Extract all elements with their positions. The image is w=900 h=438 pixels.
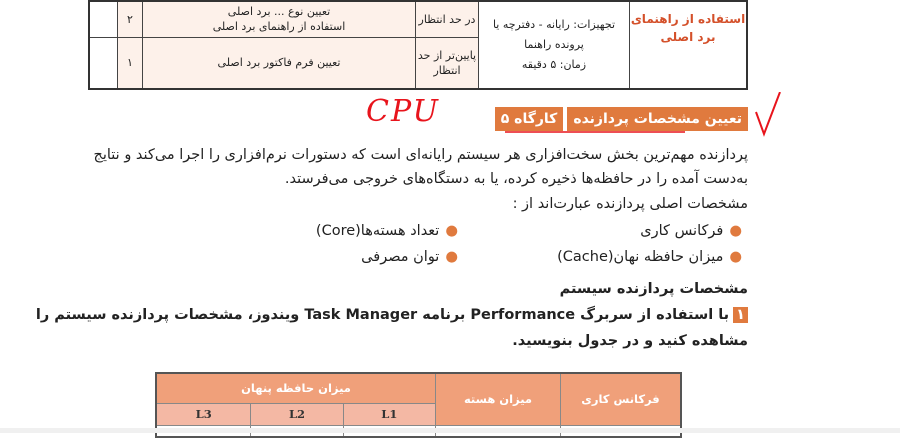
level-cell: پایین‌تر از حد انتظار [415, 36, 479, 90]
task-line: ۱با استفاده از سربرگ Performance برنامه … [36, 306, 748, 324]
empty-cell [88, 36, 118, 90]
checkmark-icon [755, 92, 781, 137]
header-frequency: فرکانس کاری [560, 372, 682, 426]
workshop-title: تعیین مشخصات پردازنده [567, 107, 748, 131]
bullet-text: توان مصرفی [361, 249, 440, 265]
bullet-icon: ● [445, 223, 458, 239]
bullet-icon: ● [729, 223, 742, 239]
paragraph-line: به‌دست آمده را در حافظه‌ها ذخیره کرده، ی… [284, 171, 748, 187]
score-cell: ۱ [117, 36, 143, 90]
header-l2: L2 [250, 402, 344, 426]
paragraph-line: مشخصات اصلی پردازنده عبارت‌اند از : [512, 196, 748, 212]
task-cell: تعیین نوع ... برد اصلی استفاده از راهنمای… [142, 0, 416, 38]
bullet-text: فرکانس کاری [640, 223, 724, 239]
score-cell: ۲ [117, 0, 143, 38]
header-l1: L1 [342, 402, 437, 426]
assessment-table: استفاده از راهنمای برد اصلی تجهیزات: رای… [88, 0, 748, 90]
competency-label: استفاده از راهنمای برد اصلی [629, 0, 748, 90]
level-cell: در حد انتظار [415, 0, 479, 38]
bullet-item: ● فرکانس کاری [640, 222, 742, 240]
bottom-edge [0, 428, 900, 433]
header-l3: L3 [155, 402, 252, 426]
bullet-text: میزان حافظه نهان(Cache) [557, 249, 724, 265]
bullet-text: تعداد هسته‌ها(Core) [315, 223, 440, 239]
paragraph-line: پردازنده مهم‌ترین بخش سخت‌افزاری هر سیست… [93, 147, 748, 163]
task-cell: تعیین فرم فاکتور برد اصلی [142, 36, 416, 90]
bullet-item: ● تعداد هسته‌ها(Core) [316, 222, 458, 240]
task-text: استفاده از راهنمای برد اصلی [212, 20, 346, 34]
empty-cell [88, 0, 118, 38]
bullet-icon: ● [445, 249, 458, 265]
task-number: ۱ [733, 307, 748, 323]
header-cache: میزان حافظه پنهان [155, 372, 436, 404]
time-text: زمان: ۵ دقیقه [521, 58, 587, 71]
workshop-number: کارگاه ۵ [494, 107, 564, 131]
task-cut-text: تعیین نوع ... برد اصلی [227, 5, 331, 19]
task-line: مشاهده کنید و در جدول بنویسید. [512, 333, 748, 349]
bullet-icon: ● [729, 249, 742, 265]
equipment-cell: تجهیزات: رایانه - دفترچه یا پرونده راهنم… [478, 0, 630, 90]
subheading: مشخصات پردازنده سیستم [559, 281, 748, 297]
bullet-item: ● میزان حافظه نهان(Cache) [557, 248, 742, 266]
task-text: با استفاده از سربرگ Performance برنامه T… [35, 307, 730, 323]
bullet-item: ● توان مصرفی [361, 248, 458, 266]
header-cores: میزان هسته [435, 372, 561, 426]
handwritten-cpu: CPU [366, 94, 440, 129]
handwritten-marks [505, 92, 781, 137]
workshop-heading: کارگاه ۵ تعیین مشخصات پردازنده [494, 107, 748, 131]
equipment-text: تجهیزات: رایانه - دفترچه یا پرونده راهنم… [492, 18, 616, 51]
